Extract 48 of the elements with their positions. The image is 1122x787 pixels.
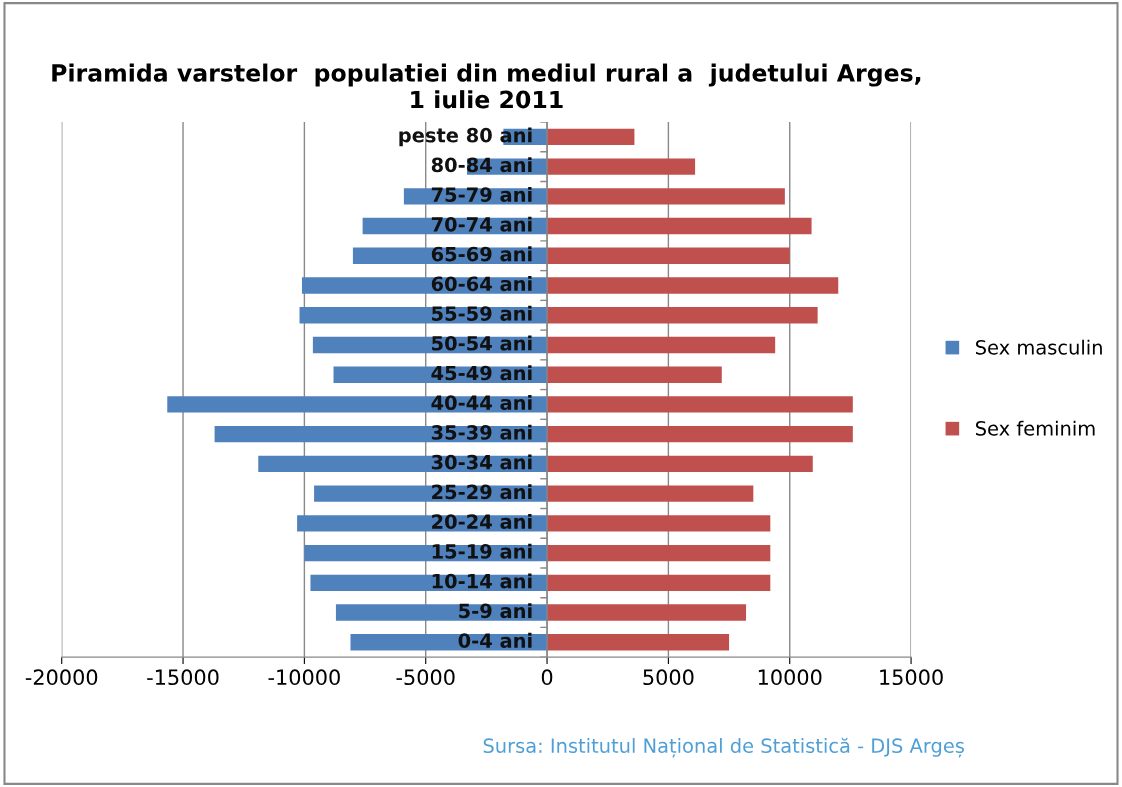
y-tick-label: 65-69 ani bbox=[431, 246, 532, 262]
bar bbox=[547, 455, 813, 473]
x-tick-label: 15000 bbox=[880, 669, 943, 686]
x-tick-label: -20000 bbox=[25, 669, 98, 686]
y-tick-label: 15-19 ani bbox=[432, 543, 532, 559]
bar bbox=[167, 396, 548, 413]
bar bbox=[547, 366, 722, 383]
bar bbox=[547, 336, 776, 354]
chart-title: Piramida varstelor populatiei din mediul rural a judetului Arges, 1 iulie 2011 bbox=[52, 63, 921, 109]
bar bbox=[547, 425, 853, 443]
text: Sursa: Institutul Național de Statistică - DJS Argeș bbox=[483, 737, 964, 758]
y-tick-label: 75-79 ani bbox=[431, 186, 532, 202]
legend-label: Sex masculin bbox=[976, 339, 1102, 355]
x-tick-label: -5000 bbox=[396, 669, 455, 686]
x-tick-label: -15000 bbox=[147, 669, 219, 686]
x-tick-label: 0 bbox=[541, 669, 553, 686]
x-tick-label: 5000 bbox=[643, 669, 694, 686]
y-tick-label: 25-29 ani bbox=[432, 484, 532, 500]
bar bbox=[547, 128, 635, 146]
bar bbox=[547, 544, 771, 562]
y-tick-label: 30-34 ani bbox=[431, 454, 532, 470]
x-tick-label: 10000 bbox=[758, 669, 822, 686]
y-tick-label: 45-49 ani bbox=[431, 365, 532, 381]
bar bbox=[547, 515, 771, 532]
y-tick-label: 70-74 ani bbox=[431, 216, 532, 232]
legend-label: Sex feminim bbox=[976, 420, 1095, 436]
bar bbox=[547, 604, 747, 621]
y-tick-label: 40-44 ani bbox=[431, 395, 532, 411]
bar bbox=[547, 277, 839, 294]
bar bbox=[547, 217, 812, 235]
y-tick-label: 5-9 ani bbox=[459, 603, 532, 619]
bar bbox=[335, 604, 548, 621]
bar bbox=[547, 188, 785, 205]
bar bbox=[547, 396, 853, 413]
bar bbox=[547, 485, 754, 502]
y-tick-label: 35-39 ani bbox=[431, 424, 532, 440]
x-tick-label: -10000 bbox=[268, 669, 340, 686]
bar bbox=[547, 247, 790, 264]
y-tick-label: 60-64 ani bbox=[431, 276, 532, 292]
y-tick-label: 10-14 ani bbox=[432, 573, 532, 589]
bar bbox=[547, 574, 771, 591]
bar bbox=[547, 634, 730, 651]
y-tick-label: 0-4 ani bbox=[458, 632, 532, 648]
y-tick-label: 20-24 ani bbox=[432, 513, 532, 529]
bar bbox=[547, 307, 818, 324]
bar bbox=[547, 158, 696, 175]
y-tick-label: 55-59 ani bbox=[432, 305, 532, 321]
y-tick-label: 50-54 ani bbox=[432, 335, 532, 351]
